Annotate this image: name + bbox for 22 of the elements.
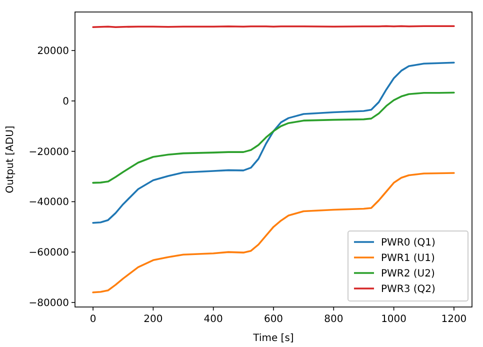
line-series xyxy=(92,92,455,184)
legend-label: PWR1 (U1) xyxy=(381,253,435,264)
x-tick-label: 800 xyxy=(324,314,344,325)
y-tick-label: 20000 xyxy=(37,46,69,58)
x-tick-label: 1000 xyxy=(381,314,407,325)
line-series xyxy=(92,62,455,224)
y-tick-label: −20000 xyxy=(28,146,69,158)
x-axis-title: Time [s] xyxy=(252,333,294,344)
legend-label: PWR2 (U2) xyxy=(381,268,435,280)
x-tick-label: 400 xyxy=(204,314,223,325)
legend-label: PWR3 (Q2) xyxy=(381,284,436,295)
y-tick-label: −60000 xyxy=(28,248,69,259)
x-tick-label: 600 xyxy=(264,314,284,325)
x-tick-label: 0 xyxy=(90,314,96,325)
y-tick-label: −40000 xyxy=(28,197,69,208)
y-tick-label: 0 xyxy=(62,96,69,108)
y-axis-title: Output [ADU] xyxy=(5,126,16,194)
x-tick-label: 200 xyxy=(144,314,163,325)
x-tick-label: 1200 xyxy=(441,314,467,325)
y-tick-label: −80000 xyxy=(28,298,69,309)
legend-label: PWR0 (Q1) xyxy=(381,238,436,248)
line-series xyxy=(92,172,455,294)
